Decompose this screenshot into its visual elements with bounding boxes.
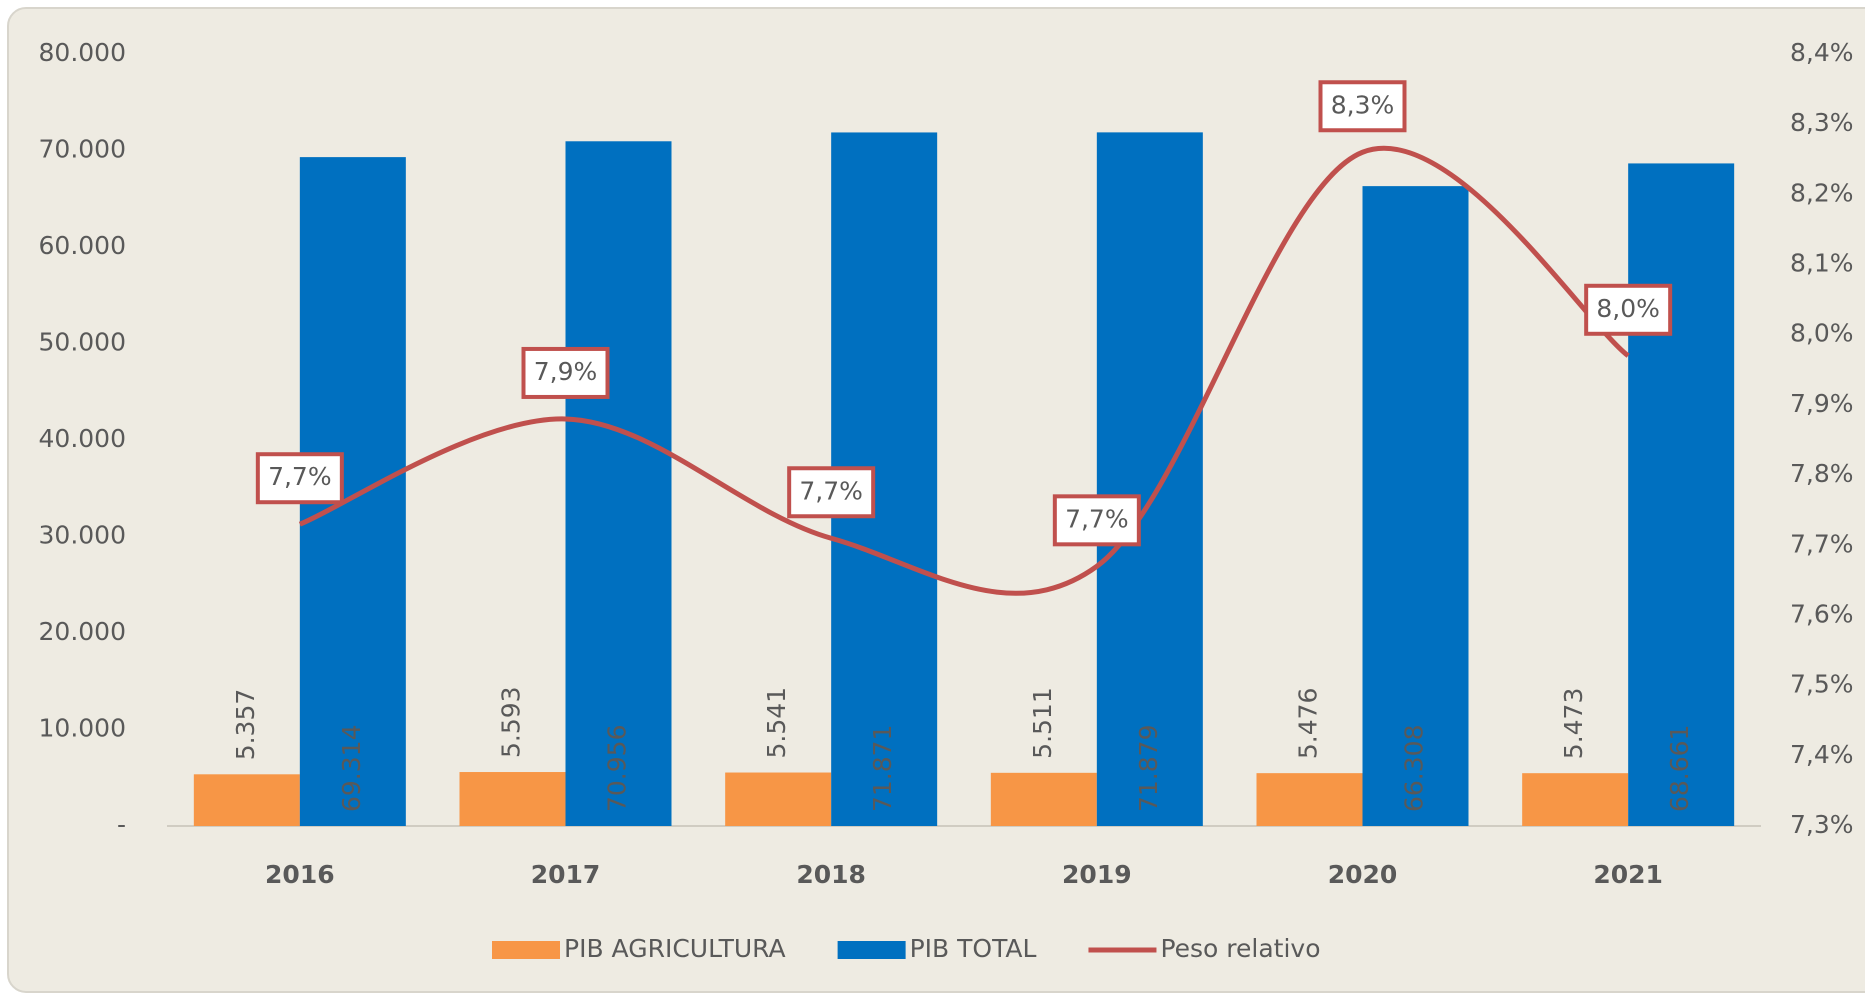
bar <box>725 772 832 826</box>
data-label: 5.357 <box>231 689 260 761</box>
x-tick-label: 2017 <box>531 860 601 889</box>
data-label: 5.476 <box>1294 688 1323 760</box>
legend-label: PIB AGRICULTURA <box>564 934 786 963</box>
data-label: 71.871 <box>868 725 897 812</box>
x-tick-label: 2016 <box>265 860 335 889</box>
y-tick-label: 10.000 <box>39 714 126 743</box>
bar <box>990 772 1097 826</box>
data-label: 7,7% <box>268 462 332 491</box>
y2-tick-label: 7,6% <box>1790 599 1854 628</box>
y-tick-label: 30.000 <box>39 521 126 550</box>
y2-tick-label: 7,5% <box>1790 670 1854 699</box>
y-tick-label: 50.000 <box>39 328 126 357</box>
line <box>298 146 1630 596</box>
legend-label: PIB TOTAL <box>910 934 1037 963</box>
y2-tick-label: 7,7% <box>1790 529 1854 558</box>
bar <box>1628 163 1735 826</box>
data-label: 69.314 <box>337 725 366 812</box>
y2-tick-label: 8,4% <box>1790 38 1854 67</box>
y-tick-label: 20.000 <box>39 617 126 646</box>
y-tick-label: 40.000 <box>39 424 126 453</box>
bar <box>1522 773 1629 826</box>
data-label: 70.956 <box>603 725 632 812</box>
data-label-box <box>255 452 344 505</box>
legend-swatch <box>837 941 906 959</box>
data-label: 5.541 <box>762 687 791 759</box>
data-label: 66.308 <box>1400 725 1429 812</box>
y2-tick-label: 7,8% <box>1790 459 1854 488</box>
y-tick-label: - <box>117 810 126 839</box>
data-label-box <box>1052 494 1141 547</box>
data-label: 71.879 <box>1134 725 1163 812</box>
data-label: 7,7% <box>1065 504 1129 533</box>
y2-tick-label: 7,9% <box>1790 389 1854 418</box>
legend-swatch <box>492 941 560 959</box>
y-tick-label: 60.000 <box>39 231 126 260</box>
y2-tick-label: 8,2% <box>1790 178 1854 207</box>
data-label: 5.511 <box>1028 687 1057 759</box>
y2-tick-label: 7,3% <box>1790 810 1854 839</box>
bar <box>1362 186 1469 826</box>
data-label-box <box>1584 283 1673 336</box>
bar <box>1256 773 1363 826</box>
y2-tick-label: 8,1% <box>1790 249 1854 278</box>
data-label: 5.593 <box>497 686 526 758</box>
data-label-box <box>1318 80 1407 133</box>
x-tick-label: 2020 <box>1328 860 1398 889</box>
legend-label: Peso relativo <box>1160 934 1320 963</box>
y-tick-label: 70.000 <box>39 135 126 164</box>
bar <box>459 772 566 826</box>
data-label: 68.661 <box>1665 725 1694 812</box>
data-label: 8,0% <box>1596 294 1660 323</box>
data-label-box <box>787 466 876 519</box>
y2-tick-label: 7,4% <box>1790 740 1854 769</box>
bar <box>193 774 300 826</box>
data-label: 7,7% <box>799 476 863 505</box>
data-label: 5.473 <box>1559 688 1588 760</box>
bar <box>565 141 672 826</box>
y-tick-label: 80.000 <box>39 38 126 67</box>
x-tick-label: 2019 <box>1062 860 1132 889</box>
y2-tick-label: 8,3% <box>1790 108 1854 137</box>
x-tick-label: 2018 <box>796 860 866 889</box>
data-label-box <box>521 346 610 399</box>
y2-tick-label: 8,0% <box>1790 319 1854 348</box>
bar <box>1096 132 1203 826</box>
x-tick-label: 2021 <box>1593 860 1663 889</box>
data-label: 8,3% <box>1331 90 1395 119</box>
data-label: 7,9% <box>534 357 598 386</box>
